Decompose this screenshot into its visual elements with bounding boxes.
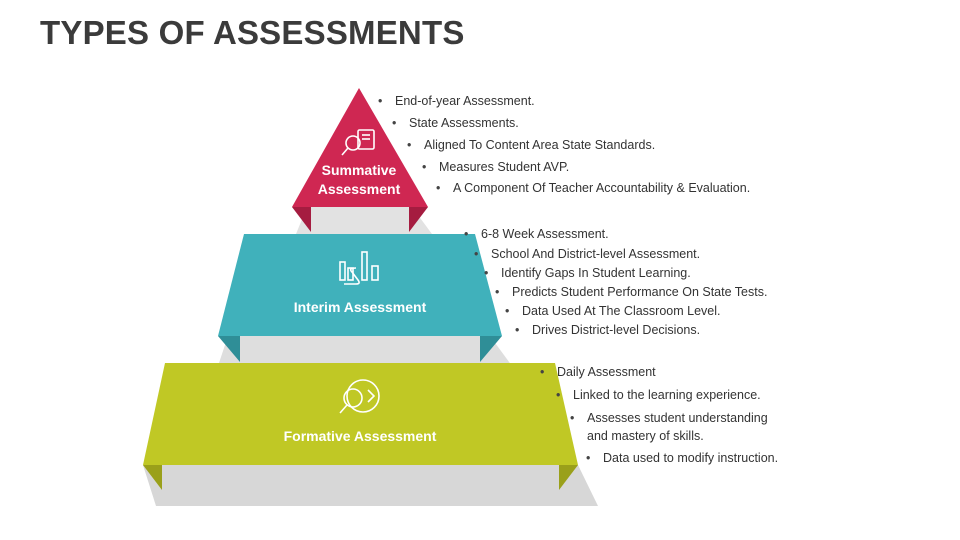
bullet-item: Data Used At The Classroom Level. bbox=[505, 302, 721, 320]
bullet-item: State Assessments. bbox=[392, 114, 519, 132]
bullet-item: 6-8 Week Assessment. bbox=[464, 225, 609, 243]
bullet-item: Aligned To Content Area State Standards. bbox=[407, 136, 655, 154]
fold-shadow bbox=[218, 336, 240, 362]
assessment-document-icon bbox=[341, 129, 375, 156]
bullet-item: Linked to the learning experience. bbox=[556, 386, 761, 404]
interim-tier-shape bbox=[218, 234, 502, 336]
bullet-item: Identify Gaps In Student Learning. bbox=[484, 264, 691, 282]
summative-tier-shape bbox=[292, 88, 428, 207]
bullet-item: Data used to modify instruction. bbox=[586, 449, 778, 467]
slide-title: TYPES OF ASSESSMENTS bbox=[40, 14, 465, 51]
bullet-item: End-of-year Assessment. bbox=[378, 92, 535, 110]
bullet-item: Predicts Student Performance On State Te… bbox=[495, 283, 767, 301]
fold-shadow bbox=[409, 207, 428, 232]
fold-shadow bbox=[480, 336, 502, 362]
formative-label: Formative Assessment bbox=[284, 428, 437, 444]
summative-label-line2: Assessment bbox=[318, 181, 401, 197]
fold-shadow bbox=[143, 465, 162, 490]
grey-band-bottom bbox=[143, 465, 598, 506]
interim-label: Interim Assessment bbox=[294, 299, 427, 315]
bullet-item: Assesses student understanding and maste… bbox=[570, 409, 787, 445]
bullet-item: Daily Assessment bbox=[540, 363, 656, 381]
grey-band-middle bbox=[218, 336, 512, 366]
formative-tier-shape bbox=[143, 363, 578, 465]
fold-shadow bbox=[292, 207, 311, 232]
grey-band-top bbox=[296, 207, 432, 234]
bullet-item: Measures Student AVP. bbox=[422, 158, 569, 176]
bar-chart-icon bbox=[339, 251, 379, 285]
magnifier-cycle-icon bbox=[339, 379, 380, 414]
fold-shadow bbox=[559, 465, 578, 490]
summative-label-line1: Summative bbox=[322, 162, 397, 178]
bullet-item: School And District-level Assessment. bbox=[474, 245, 700, 263]
bullet-item: Drives District-level Decisions. bbox=[515, 321, 700, 339]
bullet-item: A Component Of Teacher Accountability & … bbox=[436, 179, 750, 197]
